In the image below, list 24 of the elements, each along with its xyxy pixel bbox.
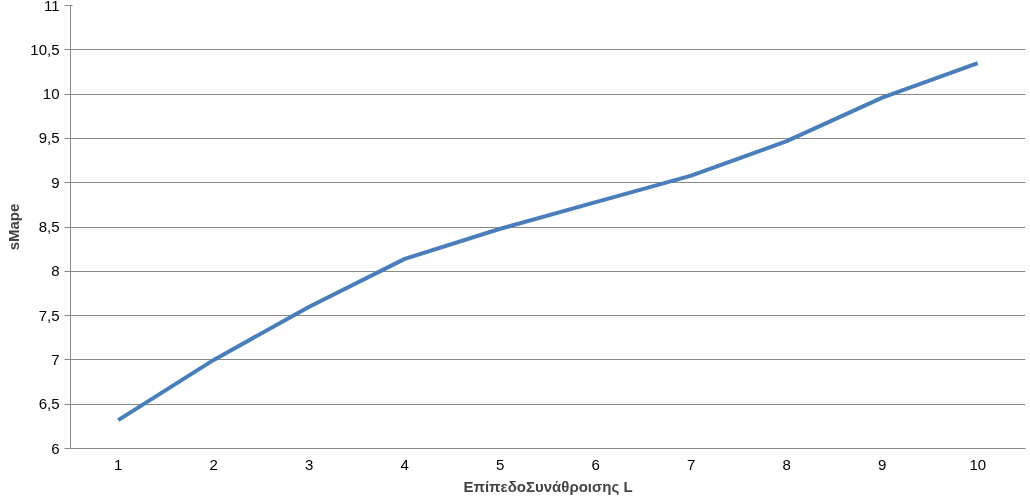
x-axis-title: ΕπίπεδοΣυνάθροισης L <box>463 477 633 495</box>
y-tick-label: 9 <box>51 173 60 191</box>
y-tick-label: 11 <box>43 0 60 14</box>
x-tick-label: 8 <box>782 455 791 473</box>
x-tick-label: 2 <box>209 455 218 473</box>
line-series <box>116 61 980 423</box>
x-tick-label: 5 <box>496 455 505 473</box>
y-tick-label: 6 <box>51 439 60 457</box>
x-tick-label: 1 <box>114 455 123 473</box>
y-tick-label: 10,5 <box>30 40 60 58</box>
y-tick-label: 7,5 <box>38 306 60 324</box>
y-axis-title: sMape <box>5 203 23 251</box>
y-tick-label: 7 <box>51 350 60 368</box>
x-tick-label: 9 <box>878 455 887 473</box>
y-tick-label: 6,5 <box>38 395 60 413</box>
x-tick-label: 3 <box>305 455 314 473</box>
y-tick-label: 10 <box>42 85 60 103</box>
y-tick-label: 9,5 <box>38 129 60 147</box>
x-tick-label: 4 <box>400 455 409 473</box>
x-tick-label: 7 <box>687 455 696 473</box>
x-tick-label: 10 <box>969 455 987 473</box>
x-tick-label: 6 <box>591 455 600 473</box>
y-tick-label: 8 <box>51 262 60 280</box>
y-tick-label: 8,5 <box>38 218 60 235</box>
